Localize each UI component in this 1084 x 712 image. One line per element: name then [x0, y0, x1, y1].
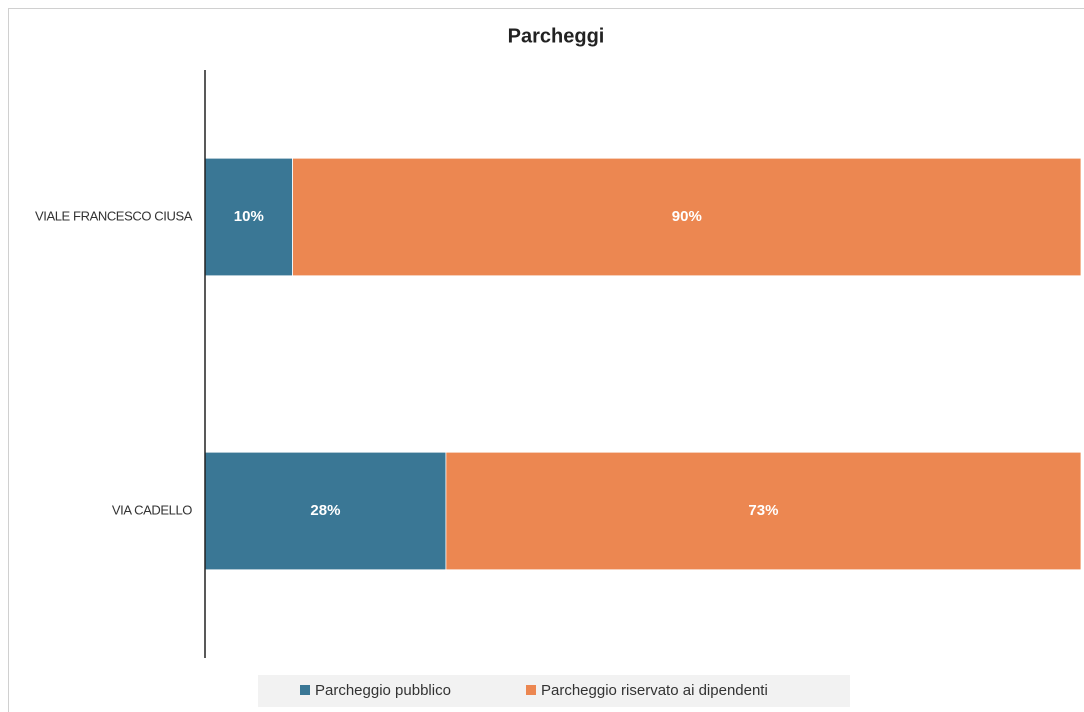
chart-title: Parcheggi [508, 25, 605, 47]
y-tick-label: VIALE FRANCESCO CIUSA [35, 208, 193, 223]
bar-segment [445, 451, 1082, 571]
legend-swatch [300, 685, 310, 695]
bar-segment [292, 157, 1082, 277]
legend-box [258, 675, 850, 707]
legend-label: Parcheggio pubblico [315, 682, 451, 699]
data-label: 10% [234, 208, 264, 225]
legend-swatch [526, 685, 536, 695]
data-label: 73% [748, 502, 778, 519]
data-label: 28% [310, 502, 340, 519]
chart-frame [8, 8, 1084, 712]
y-tick-label: VIA CADELLO [112, 502, 192, 517]
bar-segment [204, 451, 447, 571]
legend-label: Parcheggio riservato ai dipendenti [541, 682, 768, 699]
bar-segment [204, 157, 293, 277]
data-label: 90% [672, 208, 702, 225]
